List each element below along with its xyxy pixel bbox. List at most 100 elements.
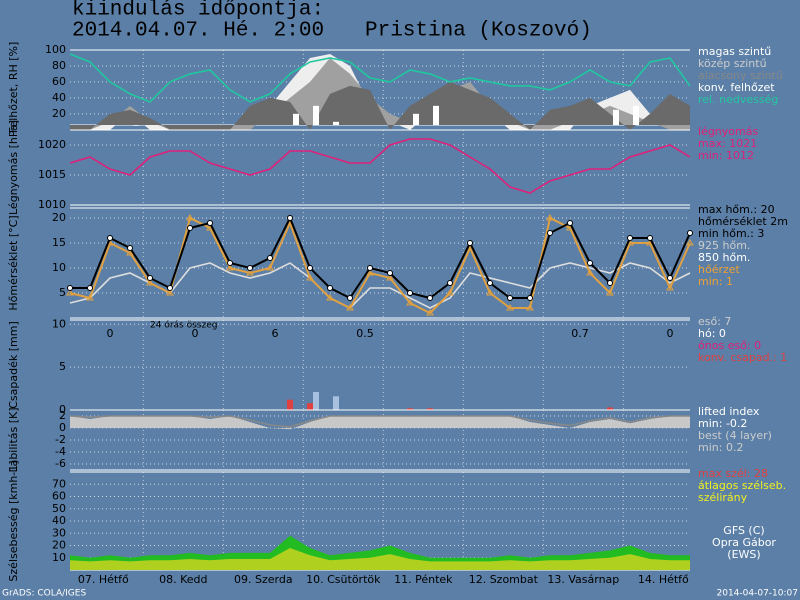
y-tick-label: 1020 <box>38 138 66 151</box>
day-label: 11. Péntek <box>394 573 453 586</box>
credit: Opra Gábor <box>712 536 776 549</box>
footer-left: GrADS: COLA/IGES <box>2 589 86 599</box>
point <box>86 294 94 301</box>
bar <box>607 407 613 410</box>
day-label: 09. Szerda <box>234 573 293 586</box>
day-label: 14. Hétfő <box>638 573 689 586</box>
run-date: 2014.04.07. Hé. 2:00 <box>72 20 324 43</box>
point <box>87 285 93 291</box>
bar <box>307 403 313 410</box>
daily-sum: 0 <box>107 327 114 340</box>
location: Pristina (Koszovó) <box>365 20 592 43</box>
point <box>306 274 314 281</box>
point <box>567 220 573 226</box>
bar <box>287 399 293 410</box>
legend-entry: min: 0.2 <box>698 441 743 454</box>
credit: (EWS) <box>727 548 760 561</box>
y-tick-label: 40 <box>52 91 66 104</box>
y-tick-label: 10 <box>52 317 66 330</box>
y-tick-label: 5 <box>59 360 66 373</box>
legend-entry: 925 hőm. <box>698 239 750 252</box>
point <box>327 285 333 291</box>
line <box>69 138 691 194</box>
daily-sum: 0.5 <box>356 327 374 340</box>
legend-entry: hó: 0 <box>698 327 726 340</box>
annotation: 24 órás összeg <box>150 320 217 331</box>
point <box>627 235 633 241</box>
legend-entry: hőérzet <box>698 263 741 276</box>
point <box>407 290 413 296</box>
point <box>207 220 213 226</box>
point <box>366 269 374 276</box>
y-tick-label: -2 <box>55 433 66 446</box>
bar <box>313 105 319 125</box>
y-tick-label: 20 <box>52 211 66 224</box>
legend-entry: min: -0.2 <box>698 417 747 430</box>
point <box>687 230 693 236</box>
day-label: 07. Hétfő <box>78 573 129 586</box>
legend-entry: hőmérséklet 2m <box>698 215 788 228</box>
point <box>287 215 293 221</box>
legend-entry: átlagos szélseb. <box>698 479 786 492</box>
bar <box>613 109 619 125</box>
y-axis-label: Labilitás [K] <box>7 407 20 472</box>
bar <box>133 125 139 126</box>
bar <box>333 121 339 125</box>
point <box>386 274 394 281</box>
point <box>267 255 273 261</box>
legend-entry: alacsony szintű <box>698 69 783 82</box>
point <box>686 239 694 246</box>
y-tick-label: 0 <box>59 421 66 434</box>
y-tick-label: 20 <box>52 539 66 552</box>
point <box>127 245 133 251</box>
legend-entry: min: 1 <box>698 275 733 288</box>
y-axis-label: Felhőzet, RH [%] <box>7 42 20 134</box>
point <box>487 280 493 286</box>
point <box>67 285 73 291</box>
point <box>527 295 533 301</box>
point <box>187 225 193 231</box>
y-tick-label: 1010 <box>38 198 66 211</box>
y-tick-label: 10 <box>52 551 66 564</box>
point <box>647 235 653 241</box>
day-label: 12. Szombat <box>469 573 539 586</box>
point <box>147 275 153 281</box>
legend-entry: eső: 7 <box>698 315 731 328</box>
y-tick-label: 80 <box>52 59 66 72</box>
daily-sum: 0 <box>667 327 674 340</box>
y-tick-label: 60 <box>52 75 66 88</box>
legend-entry: max szél: 28 <box>698 467 768 480</box>
daily-sum: 6 <box>272 327 279 340</box>
point <box>426 309 434 316</box>
legend-entry: ónos eső: 0 <box>698 339 761 352</box>
point <box>607 280 613 286</box>
credit: GFS (C) <box>723 524 764 537</box>
legend-entry: konv. felhőzet <box>698 81 775 94</box>
daily-sum: 0.7 <box>571 327 589 340</box>
y-tick-label: 20 <box>52 107 66 120</box>
y-axis-label: Csapadék [mm] <box>7 321 20 409</box>
legend-entry: max: 1021 <box>698 137 757 150</box>
point <box>246 269 254 276</box>
area <box>70 81 690 130</box>
legend-entry: best (4 layer) <box>698 429 772 442</box>
y-tick-label: -4 <box>55 445 66 458</box>
y-tick-label: 5 <box>59 286 66 299</box>
line <box>70 215 691 300</box>
legend-entry: szélirány <box>698 491 748 504</box>
point <box>166 289 174 296</box>
legend-entry: magas szintű <box>698 45 771 58</box>
point <box>107 235 113 241</box>
legend-entry: lifted index <box>698 405 760 418</box>
y-tick-label: 50 <box>52 502 66 515</box>
point <box>467 240 473 246</box>
y-tick-label: -6 <box>55 457 66 470</box>
bar <box>407 408 413 410</box>
area <box>70 547 690 570</box>
point <box>66 289 74 296</box>
bar <box>333 396 339 410</box>
y-tick-label: 0 <box>59 403 66 416</box>
day-label: 13. Vasárnap <box>547 573 619 586</box>
